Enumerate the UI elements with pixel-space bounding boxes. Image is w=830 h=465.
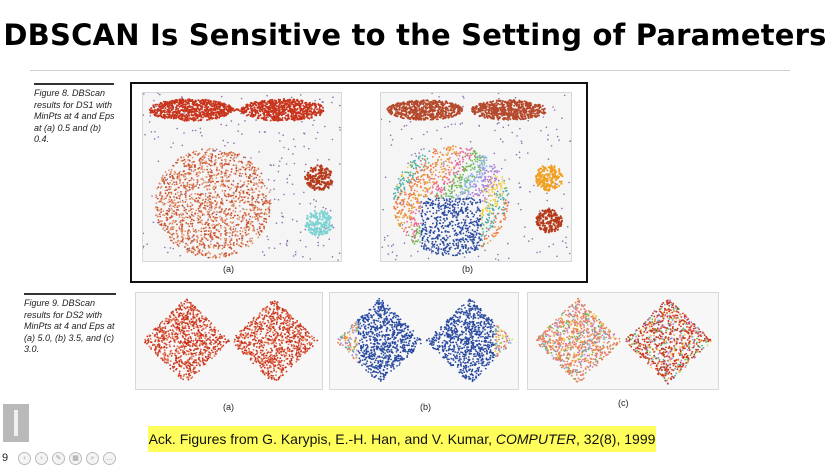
slide-title: DBSCAN Is Sensitive to the Setting of Pa… <box>3 18 827 52</box>
zoom-icon[interactable]: ⌕ <box>86 452 99 465</box>
figure8-label-b: (b) <box>462 264 473 274</box>
slides-icon[interactable]: ▦ <box>69 452 82 465</box>
figure9-label-a: (a) <box>223 402 234 412</box>
ack-suffix: , 32(8), 1999 <box>576 431 656 447</box>
next-icon[interactable]: › <box>35 452 48 465</box>
slide-number: 9 <box>2 452 9 464</box>
presenter-toolbar: ‹ › ✎ ▦ ⌕ … <box>18 452 116 465</box>
figure8b-scatter <box>381 93 571 261</box>
figure9-caption: Figure 9. DBScan results for DS2 with Mi… <box>24 298 115 354</box>
figure8-panel-b <box>380 92 572 262</box>
figure9b-scatter <box>337 297 514 383</box>
more-icon[interactable]: … <box>103 452 116 465</box>
figure8-label-a: (a) <box>223 264 234 274</box>
acknowledgement: Ack. Figures from G. Karypis, E.-H. Han,… <box>148 426 656 452</box>
figure9-panel-b <box>329 292 519 390</box>
ack-journal: COMPUTER <box>495 431 576 447</box>
figure8-caption: Figure 8. DBScan results for DS1 with Mi… <box>34 88 115 144</box>
prev-icon[interactable]: ‹ <box>18 452 31 465</box>
figure9c-scatter <box>535 297 712 385</box>
figure9-label-c: (c) <box>618 398 629 408</box>
figure8-frame: (a) (b) <box>130 82 588 283</box>
figure9-panel-c <box>527 292 719 390</box>
ack-prefix: Ack. Figures from G. Karypis, E.-H. Han,… <box>148 431 496 447</box>
figure8a-scatter <box>143 93 341 261</box>
figure8-caption-bar <box>34 83 114 85</box>
figure9-label-b: (b) <box>420 402 431 412</box>
figure9a-scatter <box>144 298 319 381</box>
title-divider <box>30 70 790 71</box>
figure9-panel-a <box>135 292 323 390</box>
figure9-caption-bar <box>24 293 116 295</box>
laser-pointer-icon[interactable] <box>3 404 29 442</box>
figure8-panel-a <box>142 92 342 262</box>
pen-icon[interactable]: ✎ <box>52 452 65 465</box>
